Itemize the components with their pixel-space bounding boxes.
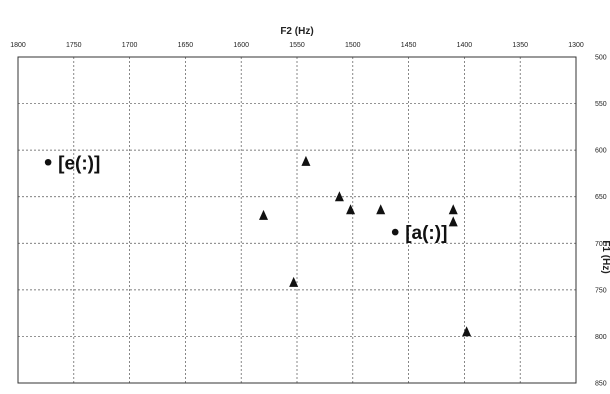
x-tick-label: 1300 (568, 42, 584, 49)
x-tick-label: 1600 (233, 42, 249, 49)
x-tick-label: 1700 (122, 42, 138, 49)
x-axis-title: F2 (Hz) (280, 26, 313, 37)
x-tick-label: 1450 (401, 42, 417, 49)
y-tick-label: 650 (595, 194, 607, 201)
vowel-centroid-point (45, 159, 52, 166)
y-tick-label: 750 (595, 287, 607, 294)
x-tick-label: 1400 (457, 42, 473, 49)
vowel-label: [a(:)] (405, 223, 447, 244)
y-tick-label: 550 (595, 101, 607, 108)
x-tick-label: 1800 (10, 42, 26, 49)
y-tick-label: 850 (595, 381, 607, 388)
y-tick-label: 800 (595, 334, 607, 341)
vowel-label: [e(:)] (58, 153, 100, 174)
vowel-centroid-point (392, 229, 399, 236)
y-tick-label: 500 (595, 55, 607, 62)
y-axis-title: F1 (Hz) (600, 240, 610, 273)
x-tick-label: 1650 (178, 42, 194, 49)
x-tick-label: 1500 (345, 42, 361, 49)
x-tick-label: 1550 (289, 42, 305, 49)
y-tick-label: 600 (595, 148, 607, 155)
x-tick-label: 1350 (512, 42, 528, 49)
x-tick-label: 1750 (66, 42, 82, 49)
